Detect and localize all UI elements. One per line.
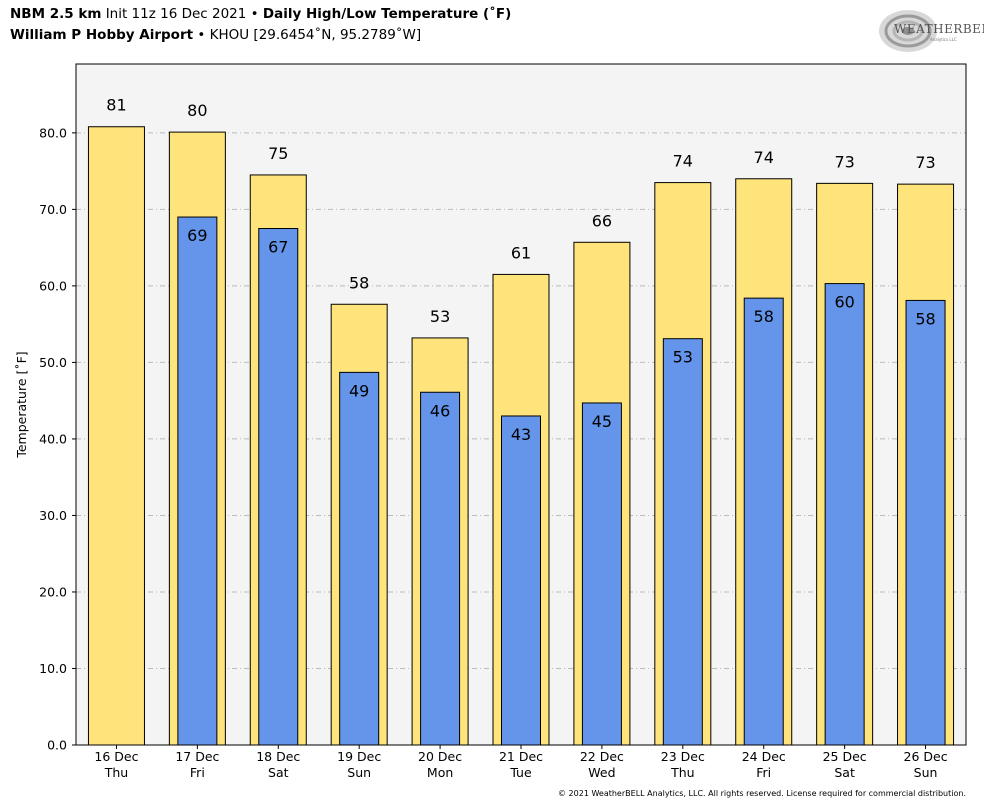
low-temp-label: 58: [915, 309, 935, 328]
low-temp-label: 60: [834, 293, 854, 312]
y-tick-label: 80.0: [39, 125, 67, 140]
high-temp-label: 75: [268, 144, 288, 163]
y-axis-label: Temperature [˚F]: [14, 351, 29, 458]
low-temp-label: 46: [430, 401, 450, 420]
high-temp-label: 53: [430, 307, 450, 326]
x-tick-date-label: 20 Dec: [418, 749, 462, 764]
y-tick-label: 40.0: [39, 431, 67, 446]
low-temp-bar: [339, 371, 380, 746]
low-temp-bar: [743, 297, 784, 746]
logo-wordmark: WEATHERBELL: [894, 22, 984, 36]
x-tick-day-label: Sat: [834, 765, 855, 780]
x-tick-day-label: Sun: [347, 765, 371, 780]
low-temp-label: 43: [511, 425, 531, 444]
low-temp-bar: [177, 216, 218, 746]
x-tick-date-label: 18 Dec: [256, 749, 300, 764]
x-tick-date-label: 19 Dec: [337, 749, 381, 764]
low-temp-label: 58: [754, 307, 774, 326]
y-tick-label: 30.0: [39, 508, 67, 523]
low-temp-label: 45: [592, 412, 612, 431]
x-tick-day-label: Mon: [427, 765, 453, 780]
y-tick-label: 10.0: [39, 661, 67, 676]
copyright-notice: © 2021 WeatherBELL Analytics, LLC. All r…: [558, 789, 966, 798]
x-tick-day-label: Sun: [914, 765, 938, 780]
chart-header-line-1: NBM 2.5 km Init 11z 16 Dec 2021 • Daily …: [10, 6, 511, 22]
high-temp-label: 58: [349, 273, 369, 292]
low-temp-bar: [501, 415, 541, 746]
low-temp-bar: [662, 338, 703, 746]
low-temp-bar: [420, 391, 461, 746]
x-tick-day-label: Fri: [190, 765, 205, 780]
station-info: KHOU [29.6454˚N, 95.2789˚W]: [209, 27, 422, 43]
x-tick-day-label: Thu: [670, 765, 694, 780]
high-temp-label: 73: [915, 153, 935, 172]
x-tick-day-label: Tue: [509, 765, 532, 780]
high-temp-label: 74: [754, 148, 774, 167]
high-temp-label: 61: [511, 243, 531, 262]
low-temp-label: 49: [349, 381, 369, 400]
x-tick-day-label: Fri: [756, 765, 771, 780]
chart-header-line-2: William P Hobby Airport • KHOU [29.6454˚…: [10, 27, 421, 43]
model-name: NBM 2.5 km: [10, 6, 102, 22]
low-temp-bar: [581, 402, 622, 746]
low-temp-bar: [258, 228, 299, 746]
low-temp-bar: [824, 283, 865, 746]
logo-subtext: Analytics LLC: [930, 37, 957, 42]
init-time: Init 11z 16 Dec 2021: [105, 6, 247, 22]
x-tick-date-label: 17 Dec: [175, 749, 219, 764]
x-tick-date-label: 26 Dec: [904, 749, 948, 764]
x-tick-day-label: Sat: [268, 765, 289, 780]
station-name: William P Hobby Airport: [10, 27, 194, 43]
x-tick-date-label: 16 Dec: [94, 749, 138, 764]
high-temp-bar: [87, 126, 145, 746]
high-temp-label: 80: [187, 101, 207, 120]
y-tick-label: 0.0: [47, 738, 67, 753]
x-tick-date-label: 23 Dec: [661, 749, 705, 764]
high-temp-label: 73: [834, 152, 854, 171]
x-tick-date-label: 22 Dec: [580, 749, 624, 764]
high-temp-label: 81: [106, 96, 126, 115]
x-tick-date-label: 24 Dec: [742, 749, 786, 764]
high-temp-label: 74: [673, 152, 693, 171]
x-tick-date-label: 21 Dec: [499, 749, 543, 764]
weatherbell-swirl-logo-icon: [879, 10, 937, 52]
y-tick-label: 70.0: [39, 202, 67, 217]
y-tick-label: 50.0: [39, 355, 67, 370]
x-tick-date-label: 25 Dec: [823, 749, 867, 764]
separator-bullet: •: [250, 6, 259, 22]
y-tick-label: 20.0: [39, 584, 67, 599]
weatherbell-logo: WEATHERBELL Analytics LLC: [878, 6, 984, 54]
separator-bullet: •: [197, 27, 206, 43]
low-temp-label: 53: [673, 348, 693, 367]
low-temp-label: 69: [187, 226, 207, 245]
x-tick-day-label: Wed: [588, 765, 615, 780]
product-title: Daily High/Low Temperature (˚F): [262, 6, 512, 22]
low-temp-label: 67: [268, 238, 288, 257]
y-tick-label: 60.0: [39, 278, 67, 293]
x-tick-day-label: Thu: [104, 765, 128, 780]
high-temp-label: 66: [592, 211, 612, 230]
low-temp-bar: [905, 299, 946, 746]
